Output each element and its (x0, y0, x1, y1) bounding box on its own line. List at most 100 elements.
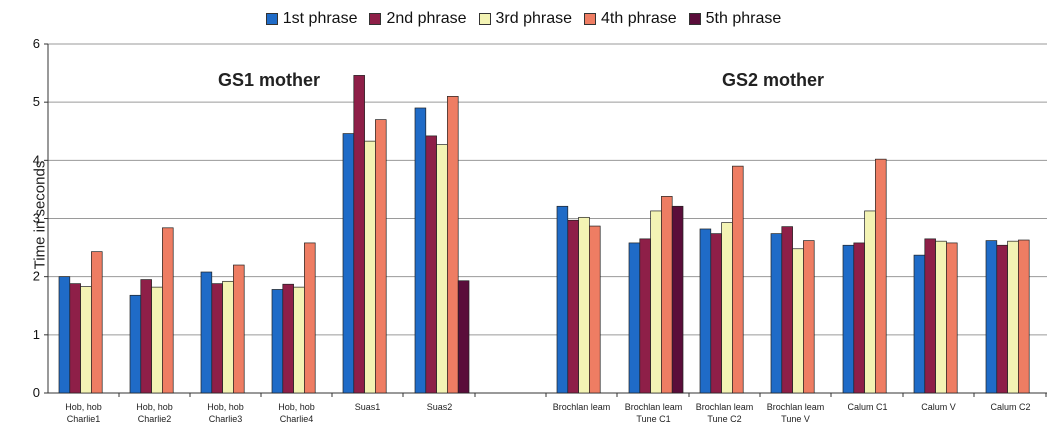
x-tick-label: Hob, hob (65, 402, 102, 412)
bar (671, 205, 684, 394)
bar (342, 133, 355, 394)
bar (140, 279, 152, 394)
x-tick-label: Charlie3 (209, 414, 243, 424)
bar (447, 95, 459, 394)
bar (699, 228, 712, 394)
group-label-gs1: GS1 mother (218, 70, 321, 90)
bar (924, 238, 936, 394)
bar (58, 276, 71, 394)
x-tick-label: Suas1 (355, 402, 381, 412)
x-tick-label: Calum V (921, 402, 956, 412)
bar (996, 244, 1008, 394)
x-tick-label: Brochlan leam (696, 402, 754, 412)
x-tick-label: Hob, hob (278, 402, 315, 412)
x-tick-label: Tune C1 (636, 414, 670, 424)
bar (792, 248, 804, 394)
bar (200, 271, 213, 394)
bar (650, 210, 662, 394)
bar (864, 210, 876, 394)
bar (842, 244, 855, 394)
bar (222, 280, 234, 394)
legend-swatch-5 (688, 13, 701, 25)
legend-swatch-3 (478, 13, 491, 25)
bar (721, 222, 733, 394)
y-tick-label: 5 (33, 94, 40, 109)
bar (211, 283, 223, 394)
bar (935, 240, 947, 394)
bar (353, 75, 365, 394)
bar (803, 240, 815, 394)
bar (233, 264, 245, 394)
legend-item-2: 2nd phrase (369, 6, 467, 32)
x-tick-label: Calum C2 (990, 402, 1030, 412)
bar (875, 158, 887, 394)
x-tick-label: Hob, hob (136, 402, 173, 412)
bar (69, 283, 81, 394)
bar (556, 205, 569, 394)
bar (271, 289, 284, 394)
bar (578, 216, 590, 394)
bar (781, 226, 793, 394)
bar (853, 242, 865, 394)
bar (589, 225, 601, 394)
x-tick-label: Brochlan leam (767, 402, 825, 412)
legend-swatch-2 (369, 13, 382, 25)
bar (129, 294, 142, 394)
legend-swatch-4 (584, 13, 597, 25)
y-tick-label: 0 (33, 385, 40, 400)
x-tick-label: Brochlan leam (553, 402, 611, 412)
bar (732, 165, 744, 394)
bar (1018, 239, 1030, 394)
x-tick-label: Tune V (781, 414, 810, 424)
bar (639, 238, 651, 394)
legend-item-5: 5th phrase (688, 6, 782, 32)
y-tick-label: 3 (33, 211, 40, 226)
y-axis-label: Time in seconds (31, 160, 49, 270)
bar (946, 242, 958, 394)
legend-label-3: 3rd phrase (495, 10, 573, 27)
bar (414, 107, 427, 394)
legend-label-1: 1st phrase (282, 10, 358, 27)
x-tick-label: Charlie4 (280, 414, 314, 424)
bar (457, 280, 470, 394)
legend-item-1: 1st phrase (265, 6, 358, 32)
bar (567, 219, 579, 394)
group-label-gs2: GS2 mother (722, 70, 825, 90)
bar (162, 227, 174, 394)
bar (628, 242, 641, 394)
bar (436, 144, 448, 394)
y-tick-label: 1 (33, 327, 40, 342)
bar (304, 242, 316, 394)
bar (913, 254, 926, 394)
legend: 1st phrase 2nd phrase 3rd phrase 4th phr… (0, 6, 1047, 32)
bar (364, 140, 376, 394)
legend-item-4: 4th phrase (584, 6, 677, 32)
y-tick-label: 4 (33, 152, 40, 167)
y-tick-label: 6 (33, 36, 40, 51)
bar (375, 119, 387, 394)
bar (425, 135, 437, 394)
bar (985, 240, 998, 394)
bar (661, 196, 673, 394)
x-tick-label: Brochlan leam (625, 402, 683, 412)
bar (151, 286, 163, 394)
x-tick-label: Suas2 (427, 402, 453, 412)
y-tick-label: 2 (33, 269, 40, 284)
x-tick-label: Charlie1 (67, 414, 101, 424)
bar (282, 283, 294, 394)
bar (80, 286, 92, 394)
bar (1007, 240, 1019, 394)
bar (710, 233, 722, 394)
legend-label-4: 4th phrase (601, 10, 677, 27)
x-tick-label: Calum C1 (847, 402, 887, 412)
bar (91, 251, 103, 394)
bar (770, 233, 783, 394)
bar (293, 286, 305, 394)
x-tick-label: Hob, hob (207, 402, 244, 412)
legend-item-3: 3rd phrase (478, 6, 573, 32)
legend-label-5: 5th phrase (705, 10, 782, 27)
x-tick-label: Charlie2 (138, 414, 172, 424)
legend-swatch-1 (265, 13, 278, 25)
x-tick-label: Tune C2 (707, 414, 741, 424)
